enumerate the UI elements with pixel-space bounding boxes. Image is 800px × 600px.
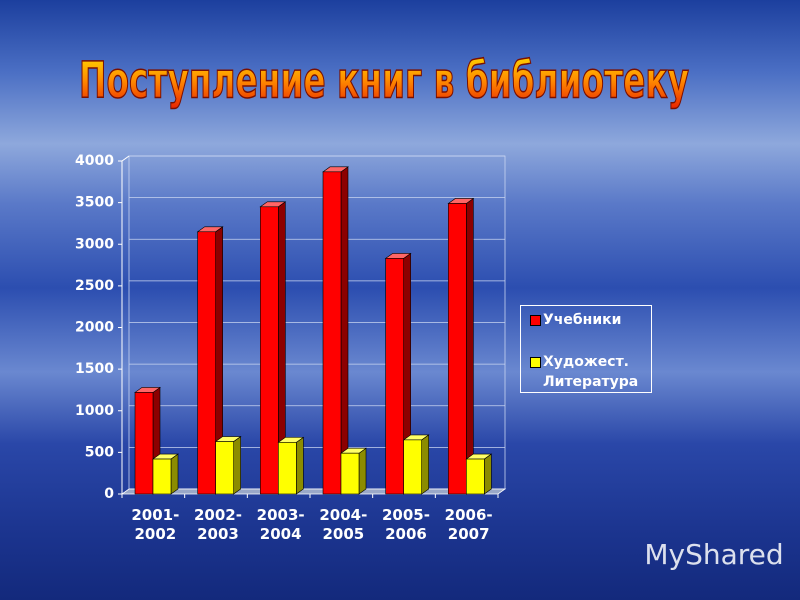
legend-label: Учебники [543,312,622,328]
bar [448,203,467,495]
bar [322,171,342,495]
watermark: MyShared [644,538,783,571]
bar [197,231,216,495]
bar [340,452,360,495]
x-tick-label: 2004-2005 [319,506,368,543]
legend-swatch [530,357,541,368]
y-axis-depth [121,155,130,162]
legend [520,305,652,393]
legend-label: Художест. Литература [543,354,639,390]
x-tick-label: 2002-2003 [194,506,242,543]
y-tick-label: 2000 [75,320,114,336]
floor [120,488,507,495]
bar [403,439,422,495]
bar-side [358,447,367,495]
x-tick-label: 2005-2006 [382,506,430,543]
y-tick-label: 1500 [75,361,114,377]
bar [278,442,297,495]
bar [385,258,404,495]
y-tick-label: 3000 [75,236,114,252]
bar-side [233,435,241,495]
bar-side [421,434,429,495]
y-tick-label: 2500 [75,278,114,294]
bar-side [296,436,304,495]
bar-side [484,453,492,495]
bar [134,392,154,495]
y-tick-label: 3500 [75,195,114,211]
y-tick-label: 4000 [75,153,114,169]
legend-swatch [530,315,541,326]
bar [215,441,234,495]
x-tick-label: 2006-2007 [444,506,493,543]
bar-side [466,197,474,495]
y-tick-label: 0 [104,486,114,502]
x-tick-label: 2003-2004 [256,506,305,543]
y-tick-label: 500 [85,444,114,460]
bar-side [340,166,349,495]
bar [466,458,485,495]
bar-side [170,453,179,495]
y-tick-label: 1000 [75,403,114,419]
chart-title: Поступление книг в библиотеку [79,52,689,110]
x-tick-label: 2001-2002 [131,506,180,543]
bar [260,206,279,495]
bar [152,458,172,495]
